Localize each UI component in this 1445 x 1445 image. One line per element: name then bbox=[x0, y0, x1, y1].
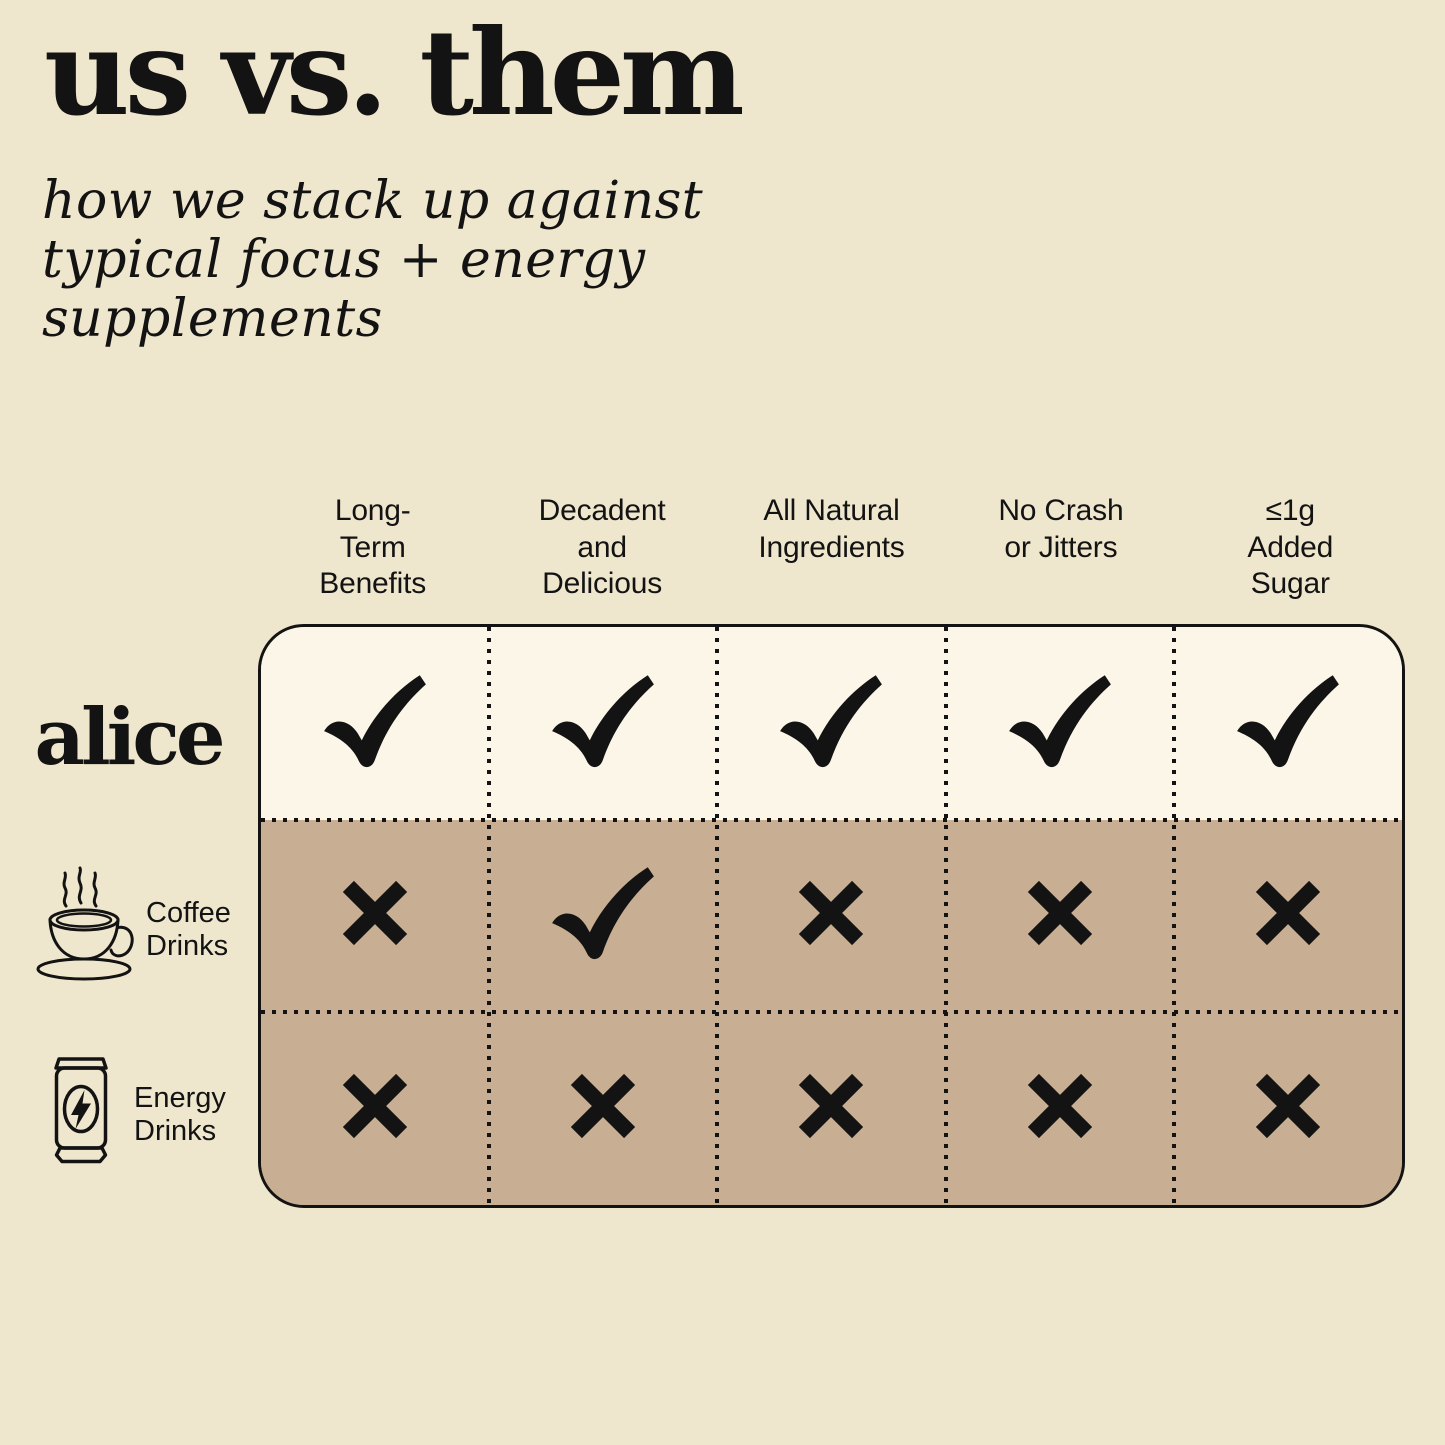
cross-icon bbox=[1250, 875, 1326, 956]
table-cell bbox=[261, 1012, 490, 1205]
table-cell bbox=[945, 627, 1174, 820]
energy-drinks-label: Energy Drinks bbox=[134, 1082, 226, 1147]
table-cell bbox=[1173, 627, 1402, 820]
cross-icon bbox=[793, 875, 869, 956]
cross-icon bbox=[337, 1068, 413, 1149]
table-cell bbox=[717, 1012, 946, 1205]
column-divider bbox=[715, 627, 720, 1205]
coffee-drinks-label: Coffee Drinks bbox=[146, 897, 231, 962]
table-grid bbox=[261, 627, 1402, 1205]
table-cell bbox=[1173, 1012, 1402, 1205]
table-cell bbox=[489, 1012, 718, 1205]
check-icon bbox=[546, 670, 660, 777]
coffee-cup-icon bbox=[36, 862, 138, 997]
check-icon bbox=[318, 670, 432, 777]
table-cell bbox=[489, 819, 718, 1013]
cross-icon bbox=[1250, 1068, 1326, 1149]
page-title: us vs. them bbox=[44, 3, 745, 142]
table-cell bbox=[945, 819, 1174, 1013]
page-subtitle: how we stack up against typical focus + … bbox=[42, 171, 704, 349]
row-divider bbox=[261, 1010, 1402, 1015]
column-headers: Long- Term Benefits Decadent and Delicio… bbox=[258, 493, 1405, 603]
table-cell bbox=[945, 1012, 1174, 1205]
column-header-added-sugar: ≤1g Added Sugar bbox=[1247, 494, 1334, 601]
column-header-no-crash: No Crash or Jitters bbox=[998, 494, 1124, 564]
table-cell bbox=[261, 819, 490, 1013]
table-cell bbox=[261, 627, 490, 820]
coffee-drinks-row-label: Coffee Drinks bbox=[36, 862, 231, 997]
column-divider bbox=[1171, 627, 1176, 1205]
alice-wordmark: alice bbox=[34, 692, 226, 783]
table-cell bbox=[717, 627, 946, 820]
column-divider bbox=[943, 627, 948, 1205]
energy-drinks-row-label: Energy Drinks bbox=[50, 1056, 226, 1173]
cross-icon bbox=[1022, 1068, 1098, 1149]
table-cell bbox=[717, 819, 946, 1013]
column-header-all-natural: All Natural Ingredients bbox=[758, 494, 905, 564]
column-divider bbox=[487, 627, 492, 1205]
comparison-table bbox=[258, 624, 1405, 1208]
check-icon bbox=[546, 862, 660, 969]
cross-icon bbox=[793, 1068, 869, 1149]
check-icon bbox=[774, 670, 888, 777]
cross-icon bbox=[337, 875, 413, 956]
table-cell bbox=[489, 627, 718, 820]
check-icon bbox=[1231, 670, 1345, 777]
column-header-decadent-delicious: Decadent and Delicious bbox=[538, 494, 666, 601]
cross-icon bbox=[1022, 875, 1098, 956]
row-divider bbox=[261, 817, 1402, 822]
table-cell bbox=[1173, 819, 1402, 1013]
check-icon bbox=[1003, 670, 1117, 777]
energy-can-icon bbox=[50, 1056, 112, 1173]
cross-icon bbox=[565, 1068, 641, 1149]
column-header-long-term-benefits: Long- Term Benefits bbox=[319, 494, 427, 601]
